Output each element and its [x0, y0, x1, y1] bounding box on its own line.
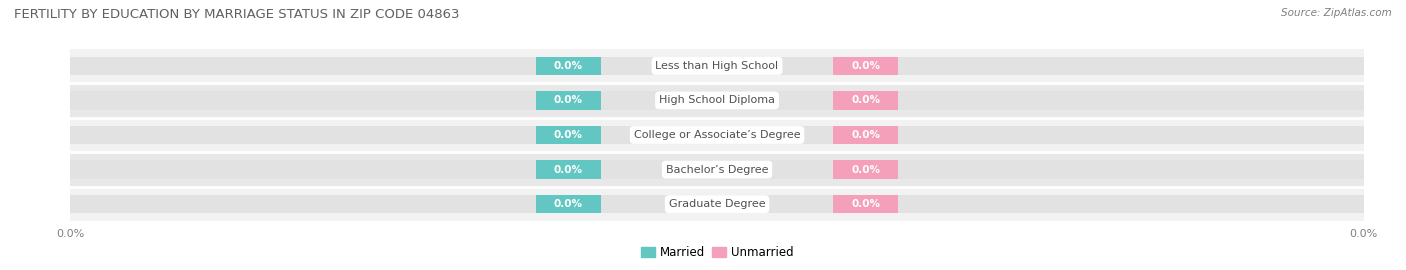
Text: 0.0%: 0.0% [851, 130, 880, 140]
Bar [70, 187, 1364, 221]
Text: 0.0%: 0.0% [554, 61, 583, 71]
Text: 0.0%: 0.0% [554, 95, 583, 106]
Bar [834, 126, 898, 144]
Text: Less than High School: Less than High School [655, 61, 779, 71]
Text: 0.0%: 0.0% [554, 164, 583, 175]
Text: 0.0%: 0.0% [554, 130, 583, 140]
Bar [70, 160, 1364, 179]
Text: 0.0%: 0.0% [851, 61, 880, 71]
Bar [70, 57, 1364, 75]
Text: 0.0%: 0.0% [851, 164, 880, 175]
Text: Graduate Degree: Graduate Degree [669, 199, 765, 209]
Bar [70, 91, 1364, 110]
Bar [834, 91, 898, 110]
Text: 0.0%: 0.0% [851, 199, 880, 209]
Bar [834, 195, 898, 213]
Bar [834, 160, 898, 179]
Text: 0.0%: 0.0% [851, 95, 880, 106]
Bar [70, 152, 1364, 187]
Legend: Married, Unmarried: Married, Unmarried [636, 241, 799, 264]
Text: High School Diploma: High School Diploma [659, 95, 775, 106]
Bar [536, 160, 600, 179]
Bar [834, 57, 898, 75]
Bar [70, 118, 1364, 152]
Bar [70, 195, 1364, 213]
Bar [536, 91, 600, 110]
Bar [70, 49, 1364, 83]
Bar [536, 195, 600, 213]
Bar [536, 57, 600, 75]
Bar [536, 126, 600, 144]
Bar [70, 126, 1364, 144]
Text: FERTILITY BY EDUCATION BY MARRIAGE STATUS IN ZIP CODE 04863: FERTILITY BY EDUCATION BY MARRIAGE STATU… [14, 8, 460, 21]
Text: Bachelor’s Degree: Bachelor’s Degree [666, 164, 768, 175]
Text: Source: ZipAtlas.com: Source: ZipAtlas.com [1281, 8, 1392, 18]
Text: 0.0%: 0.0% [554, 199, 583, 209]
Bar [70, 83, 1364, 118]
Text: College or Associate’s Degree: College or Associate’s Degree [634, 130, 800, 140]
